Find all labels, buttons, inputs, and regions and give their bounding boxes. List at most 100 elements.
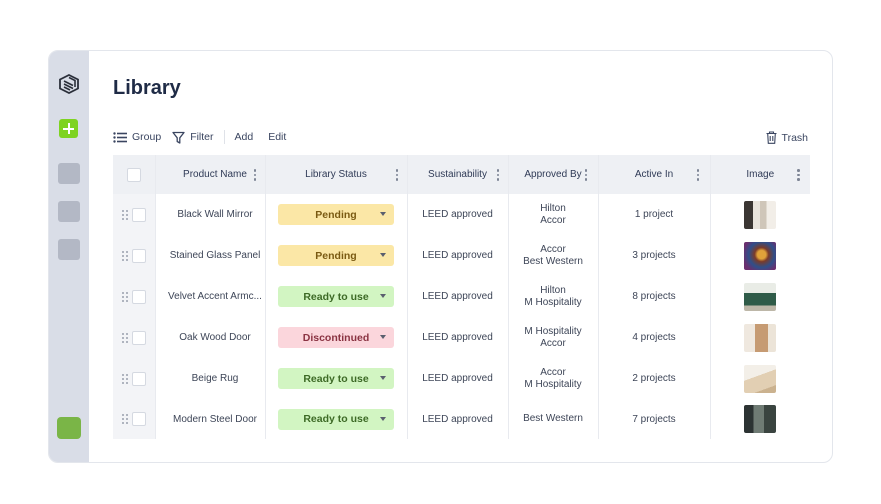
row-checkbox[interactable] [131, 289, 146, 304]
product-name[interactable]: Oak Wood Door [179, 332, 251, 343]
status-label: Ready to use [303, 413, 369, 425]
approved-by-line: Accor [540, 243, 566, 255]
product-name-cell: Velvet Accent Armc... [154, 276, 265, 317]
sustainability-cell: LEED approved [406, 276, 508, 317]
status-dropdown[interactable]: Discontinued [278, 327, 394, 348]
logo-icon[interactable] [58, 73, 80, 95]
status-dropdown[interactable]: Pending [278, 204, 394, 225]
approved-by-cell: Accor Best Western [507, 235, 598, 276]
column-header-product-name[interactable]: Product Name [154, 155, 265, 194]
sustainability-cell: LEED approved [406, 358, 508, 399]
library-status-cell: Discontinued [264, 317, 407, 358]
table-row[interactable]: Modern Steel Door Ready to use LEED appr… [113, 399, 810, 439]
chevron-down-icon [380, 376, 386, 380]
active-in-value: 2 projects [632, 373, 676, 384]
column-header-image[interactable]: Image [709, 155, 810, 194]
row-checkbox[interactable] [131, 330, 146, 345]
column-label: Sustainability [428, 169, 487, 180]
status-dropdown[interactable]: Ready to use [278, 408, 394, 430]
group-button[interactable]: Group [113, 131, 161, 143]
product-name[interactable]: Velvet Accent Armc... [168, 291, 262, 302]
product-name[interactable]: Modern Steel Door [173, 413, 257, 425]
chevron-down-icon [380, 335, 386, 339]
drag-handle-icon[interactable] [121, 209, 128, 220]
select-all-cell [113, 155, 155, 194]
active-in-cell: 3 projects [597, 235, 710, 276]
row-checkbox[interactable] [131, 207, 146, 222]
approved-by-line: M Hospitality [524, 325, 582, 337]
product-thumbnail[interactable] [744, 241, 777, 270]
row-checkbox[interactable] [131, 248, 146, 263]
product-name[interactable]: Stained Glass Panel [169, 250, 261, 261]
kebab-icon[interactable] [696, 169, 700, 181]
table-row[interactable]: Velvet Accent Armc... Ready to use LEED … [113, 276, 810, 317]
toolbar-divider [223, 130, 225, 144]
product-thumbnail[interactable] [744, 323, 777, 352]
filter-button[interactable]: Filter [172, 131, 214, 144]
column-label: Active In [634, 169, 674, 180]
kebab-icon[interactable] [584, 169, 588, 181]
image-cell [709, 358, 810, 399]
active-in-cell: 1 project [597, 194, 710, 235]
avatar[interactable] [57, 417, 81, 439]
column-label: Image [746, 169, 775, 180]
status-dropdown[interactable]: Pending [278, 245, 394, 266]
product-name[interactable]: Black Wall Mirror [177, 209, 253, 220]
row-select-cell [113, 358, 155, 399]
approved-by-line: Best Western [523, 255, 583, 267]
table-row[interactable]: Oak Wood Door Discontinued LEED approved… [113, 317, 810, 358]
library-status-cell: Pending [264, 194, 407, 235]
status-dropdown[interactable]: Ready to use [278, 368, 394, 389]
drag-handle-icon[interactable] [121, 414, 128, 424]
status-label: Ready to use [303, 372, 369, 385]
approved-by-line: Best Western [523, 413, 583, 424]
approved-by-cell: Hilton M Hospitality [507, 276, 598, 317]
column-header-sustainability[interactable]: Sustainability [406, 155, 508, 194]
sidebar-item-1[interactable] [58, 163, 80, 184]
sidebar-item-3[interactable] [58, 239, 80, 260]
library-status-cell: Pending [264, 235, 407, 276]
drag-handle-icon[interactable] [121, 291, 128, 302]
library-status-cell: Ready to use [264, 276, 407, 317]
row-select-cell [113, 194, 155, 235]
approved-by-line: Hilton [540, 284, 566, 296]
approved-by-line: Accor [540, 337, 566, 349]
edit-button[interactable]: Edit [268, 131, 286, 143]
column-header-library-status[interactable]: Library Status [264, 155, 407, 194]
add-label: Add [234, 131, 254, 143]
table-row[interactable]: Black Wall Mirror Pending LEED approved … [113, 194, 810, 235]
trash-button[interactable]: Trash [766, 131, 808, 144]
row-select-cell [113, 276, 155, 317]
row-checkbox[interactable] [131, 412, 146, 426]
column-header-active-in[interactable]: Active In [597, 155, 710, 194]
select-all-checkbox[interactable] [126, 167, 141, 182]
trash-icon [766, 131, 777, 144]
sustainability-value: LEED approved [422, 332, 493, 343]
table-row[interactable]: Beige Rug Ready to use LEED approved Acc… [113, 358, 810, 399]
add-new-button[interactable] [59, 119, 78, 138]
product-name-cell: Stained Glass Panel [154, 235, 265, 276]
drag-handle-icon[interactable] [121, 332, 128, 343]
table-row[interactable]: Stained Glass Panel Pending LEED approve… [113, 235, 810, 276]
kebab-icon[interactable] [395, 169, 399, 181]
status-label: Ready to use [303, 290, 369, 303]
kebab-icon[interactable] [797, 169, 800, 181]
status-dropdown[interactable]: Ready to use [278, 286, 394, 307]
approved-by-line: Hilton [540, 202, 566, 214]
kebab-icon[interactable] [496, 169, 500, 181]
sustainability-value: LEED approved [422, 250, 493, 261]
active-in-cell: 8 projects [597, 276, 710, 317]
product-thumbnail[interactable] [744, 364, 777, 393]
product-thumbnail[interactable] [744, 200, 777, 229]
row-checkbox[interactable] [131, 371, 146, 386]
sidebar-item-2[interactable] [58, 201, 80, 222]
product-thumbnail[interactable] [744, 282, 777, 311]
add-button[interactable]: Add [235, 131, 254, 143]
product-thumbnail[interactable] [744, 405, 777, 433]
sustainability-value: LEED approved [422, 373, 493, 384]
drag-handle-icon[interactable] [121, 250, 128, 261]
drag-handle-icon[interactable] [121, 373, 128, 384]
product-name[interactable]: Beige Rug [191, 373, 239, 384]
kebab-icon[interactable] [253, 169, 257, 181]
column-header-approved-by[interactable]: Approved By [507, 155, 598, 194]
